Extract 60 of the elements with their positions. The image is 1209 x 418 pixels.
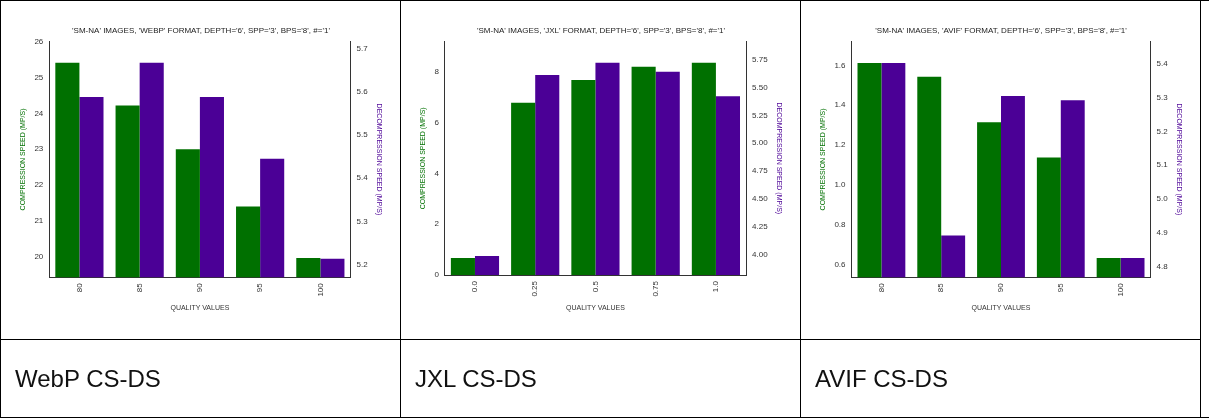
y2-tick-label: 4.50 — [751, 194, 768, 204]
y-tick-label: 26 — [33, 36, 44, 46]
y-tick-label: 4 — [433, 168, 439, 178]
y-tick-label: 0.8 — [833, 219, 846, 229]
y2-tick-label: 5.3 — [1155, 92, 1168, 102]
text: JXL CS-DS — [415, 365, 537, 393]
y2-tick-label: 4.9 — [1155, 228, 1168, 238]
y2-tick-label: 5.4 — [355, 173, 368, 183]
y-tick-label: 1.6 — [833, 60, 846, 70]
chart-title: 'SM-NA' IMAGES, 'JXL' FORMAT, DEPTH='6', SPP='3', BPS='8', #='1' — [476, 26, 725, 35]
y2-tick-label: 5.6 — [355, 86, 368, 96]
y2-tick-label: 5.75 — [751, 54, 768, 64]
y2-tick-label: 5.2 — [1155, 126, 1168, 136]
x-tick-label: 85 — [935, 282, 945, 293]
x-tick-label: 85 — [134, 282, 144, 293]
y2-tick-label: 5.25 — [751, 110, 768, 120]
y-tick-label: 23 — [33, 144, 44, 154]
y-tick-label: 8 — [433, 67, 439, 77]
x-tick-label: 100 — [315, 282, 325, 297]
y2-tick-label: 5.1 — [1155, 160, 1168, 170]
y2-tick-label: 4.75 — [751, 166, 768, 176]
text: AVIF CS-DS — [815, 365, 948, 393]
y-tick-label: 24 — [33, 108, 44, 118]
y-tick-label: 0.6 — [833, 259, 846, 269]
y-tick-label: 1.0 — [833, 180, 846, 190]
y2-tick-label: 4.25 — [751, 222, 768, 232]
x-tick-label: 1.0 — [710, 280, 720, 293]
y2-tick-label: 5.50 — [751, 82, 768, 92]
y2-tick-label: 5.2 — [355, 259, 368, 269]
y-tick-label: 20 — [33, 252, 44, 262]
chart-title: 'SM-NA' IMAGES, 'WEBP' FORMAT, DEPTH='6', SPP='3', BPS='8', #='1' — [71, 26, 330, 35]
x-tick-label: 0.5 — [590, 280, 600, 293]
y-tick-label: 1.4 — [833, 100, 846, 110]
y2-tick-label: 5.3 — [355, 216, 368, 226]
x-tick-label: 0.25 — [529, 280, 539, 297]
text: WebP CS-DS — [15, 365, 161, 393]
y-tick-label: 6 — [433, 118, 439, 127]
y2-tick-label: 5.4 — [1155, 58, 1168, 68]
y2-tick-label: 4.00 — [751, 250, 768, 260]
x-tick-label: 100 — [1115, 282, 1125, 297]
y-tick-label: 21 — [33, 216, 44, 226]
y-tick-label: 0 — [433, 270, 439, 280]
x-tick-label: 0.75 — [650, 280, 660, 297]
x-tick-label: 80 — [74, 282, 84, 293]
x-tick-label: 90 — [995, 282, 1005, 293]
y2-tick-label: 5.0 — [1155, 194, 1168, 204]
chart-title: 'SM-NA' IMAGES, 'AVIF' FORMAT, DEPTH='6', SPP='3', BPS='8', #='1' — [874, 26, 1127, 35]
x-tick-label: 90 — [194, 282, 204, 293]
x-tick-label: 95 — [254, 282, 264, 293]
y2-tick-label: 5.7 — [355, 43, 368, 53]
y2-tick-label: 5.5 — [355, 130, 368, 140]
x-tick-label: 0.0 — [469, 280, 479, 293]
y2-tick-label: 5.00 — [751, 138, 768, 148]
y-tick-label: 2 — [433, 219, 439, 229]
x-tick-label: 95 — [1055, 282, 1065, 293]
y-tick-label: 1.2 — [833, 140, 846, 150]
y-tick-label: 22 — [33, 180, 44, 190]
x-tick-label: 80 — [876, 282, 886, 293]
y2-tick-label: 4.8 — [1155, 261, 1168, 271]
y-tick-label: 25 — [33, 72, 44, 82]
